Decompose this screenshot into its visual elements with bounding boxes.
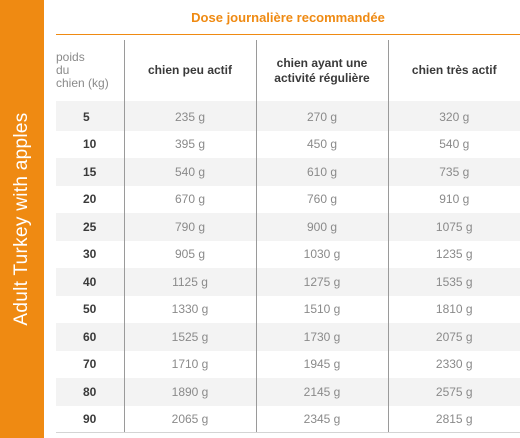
table-row: 15 540 g 610 g 735 g bbox=[56, 158, 520, 186]
table-row: 20 670 g 760 g 910 g bbox=[56, 185, 520, 213]
high-activity-cell: 1810 g bbox=[387, 295, 520, 323]
weight-header-line3: chien (kg) bbox=[56, 76, 109, 90]
weight-cell: 15 bbox=[56, 158, 124, 186]
table-header: poids du chien (kg) chien peu actif chie… bbox=[56, 40, 520, 101]
table-body: 5 235 g 270 g 320 g 10 395 g 450 g 540 g 15 540 g… bbox=[56, 101, 520, 433]
feeding-table: poids du chien (kg) chien peu actif chie… bbox=[56, 40, 520, 433]
weight-cell: 80 bbox=[56, 378, 124, 406]
regular-activity-cell: 1945 g bbox=[255, 350, 388, 378]
table-row: 70 1710 g 1945 g 2330 g bbox=[56, 350, 520, 378]
high-activity-cell: 2575 g bbox=[387, 378, 520, 406]
low-activity-cell: 1890 g bbox=[123, 378, 256, 406]
low-activity-cell: 2065 g bbox=[123, 405, 256, 433]
table-row: 50 1330 g 1510 g 1810 g bbox=[56, 295, 520, 323]
title-divider bbox=[56, 34, 520, 35]
low-activity-cell: 1525 g bbox=[123, 323, 256, 351]
high-activity-cell: 2330 g bbox=[387, 350, 520, 378]
weight-cell: 25 bbox=[56, 213, 124, 241]
product-name-label: Adult Turkey with apples bbox=[11, 112, 32, 326]
low-activity-cell: 540 g bbox=[123, 158, 256, 186]
weight-cell: 40 bbox=[56, 268, 124, 296]
table-row: 5 235 g 270 g 320 g bbox=[56, 101, 520, 131]
low-activity-cell: 1330 g bbox=[123, 295, 256, 323]
side-band: Adult Turkey with apples bbox=[0, 0, 44, 438]
low-activity-cell: 790 g bbox=[123, 213, 256, 241]
regular-activity-cell: 1510 g bbox=[255, 295, 388, 323]
table-row: 10 395 g 450 g 540 g bbox=[56, 130, 520, 158]
weight-cell: 30 bbox=[56, 240, 124, 268]
weight-header-line2: du bbox=[56, 63, 70, 77]
high-activity-cell: 2815 g bbox=[387, 405, 520, 433]
low-activity-header: chien peu actif bbox=[123, 40, 256, 101]
regular-activity-cell: 450 g bbox=[255, 130, 388, 158]
low-activity-cell: 1710 g bbox=[123, 350, 256, 378]
high-activity-cell: 1535 g bbox=[387, 268, 520, 296]
low-activity-cell: 670 g bbox=[123, 185, 256, 213]
table-row: 40 1125 g 1275 g 1535 g bbox=[56, 268, 520, 296]
regular-activity-cell: 2145 g bbox=[255, 378, 388, 406]
weight-cell: 20 bbox=[56, 185, 124, 213]
regular-activity-cell: 1275 g bbox=[255, 268, 388, 296]
table-row: 80 1890 g 2145 g 2575 g bbox=[56, 378, 520, 406]
high-activity-header-line1: chien très actif bbox=[411, 63, 497, 77]
table-row: 90 2065 g 2345 g 2815 g bbox=[56, 405, 520, 433]
weight-cell: 70 bbox=[56, 350, 124, 378]
high-activity-cell: 1075 g bbox=[387, 213, 520, 241]
low-activity-cell: 905 g bbox=[123, 240, 256, 268]
weight-column-header: poids du chien (kg) bbox=[56, 40, 124, 101]
low-activity-cell: 395 g bbox=[123, 130, 256, 158]
high-activity-cell: 320 g bbox=[387, 101, 520, 131]
bottom-divider bbox=[56, 432, 520, 433]
header-row: poids du chien (kg) chien peu actif chie… bbox=[56, 40, 520, 101]
regular-activity-header-line2: activité régulière bbox=[274, 70, 370, 85]
weight-cell: 10 bbox=[56, 130, 124, 158]
regular-activity-cell: 1030 g bbox=[255, 240, 388, 268]
low-activity-cell: 1125 g bbox=[123, 268, 256, 296]
weight-cell: 50 bbox=[56, 295, 124, 323]
weight-header-line1: poids bbox=[56, 50, 85, 64]
regular-activity-cell: 270 g bbox=[255, 101, 388, 131]
weight-cell: 60 bbox=[56, 323, 124, 351]
table-row: 60 1525 g 1730 g 2075 g bbox=[56, 323, 520, 351]
weight-cell: 90 bbox=[56, 405, 124, 433]
high-activity-cell: 2075 g bbox=[387, 323, 520, 351]
regular-activity-cell: 760 g bbox=[255, 185, 388, 213]
low-activity-cell: 235 g bbox=[123, 101, 256, 131]
high-activity-cell: 540 g bbox=[387, 130, 520, 158]
table-title: Dose journalière recommandée bbox=[191, 10, 385, 25]
regular-activity-cell: 1730 g bbox=[255, 323, 388, 351]
regular-activity-cell: 2345 g bbox=[255, 405, 388, 433]
high-activity-header: chien très actif bbox=[387, 40, 520, 101]
high-activity-cell: 735 g bbox=[387, 158, 520, 186]
regular-activity-header: chien ayant une activité régulière bbox=[255, 40, 388, 101]
high-activity-cell: 1235 g bbox=[387, 240, 520, 268]
table-row: 25 790 g 900 g 1075 g bbox=[56, 213, 520, 241]
regular-activity-cell: 900 g bbox=[255, 213, 388, 241]
high-activity-cell: 910 g bbox=[387, 185, 520, 213]
weight-cell: 5 bbox=[56, 101, 124, 131]
regular-activity-cell: 610 g bbox=[255, 158, 388, 186]
low-activity-header-line1: chien peu actif bbox=[147, 63, 233, 77]
table-row: 30 905 g 1030 g 1235 g bbox=[56, 240, 520, 268]
regular-activity-header-line1: chien ayant une bbox=[276, 55, 368, 70]
